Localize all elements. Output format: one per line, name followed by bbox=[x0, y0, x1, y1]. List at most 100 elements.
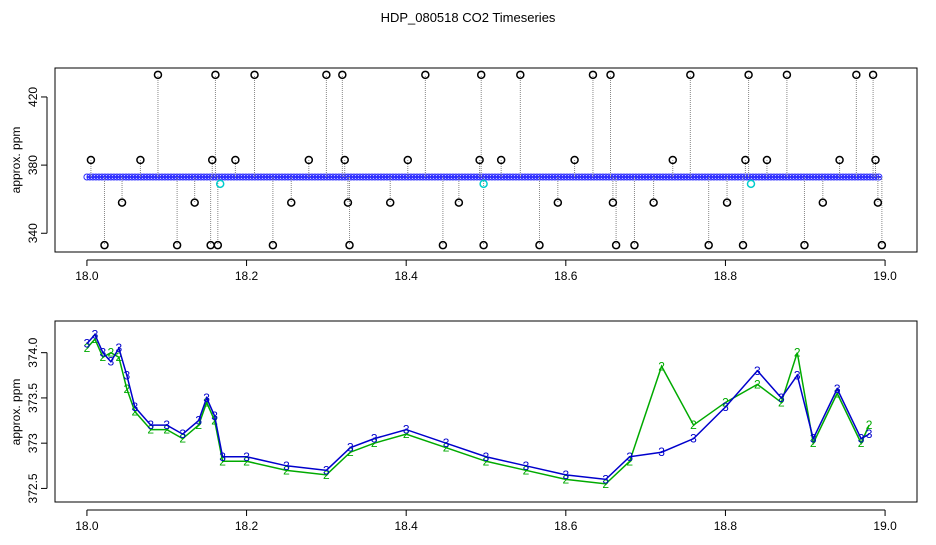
bottom-series-marker: 3 bbox=[84, 337, 91, 351]
top-outlier-point bbox=[516, 70, 525, 80]
top-outlier-point bbox=[86, 155, 96, 165]
top-outlier-point bbox=[475, 155, 484, 165]
bottom-series-marker: 3 bbox=[562, 468, 569, 482]
top-outlier-point bbox=[153, 70, 163, 80]
bottom-series-marker: 3 bbox=[347, 441, 354, 455]
top-outlier-point bbox=[403, 155, 413, 165]
bottom-y-tick-label: 374.0 bbox=[26, 337, 40, 367]
bottom-series-marker: 3 bbox=[483, 450, 490, 464]
top-outlier-point bbox=[479, 240, 488, 250]
bottom-series-marker: 3 bbox=[211, 409, 218, 423]
top-outlier-point bbox=[476, 70, 486, 80]
bottom-series-marker: 3 bbox=[147, 418, 154, 432]
bottom-series-marker: 2 bbox=[690, 418, 697, 432]
top-outlier-point bbox=[100, 240, 109, 250]
bottom-series-marker: 3 bbox=[371, 432, 378, 446]
top-outlier-point bbox=[877, 240, 887, 250]
bottom-series-marker: 2 bbox=[323, 468, 330, 482]
bottom-series-marker: 3 bbox=[722, 400, 729, 414]
top-outlier-point bbox=[190, 198, 199, 207]
top-x-tick-label: 18.6 bbox=[554, 269, 578, 283]
bottom-series-marker: 2 bbox=[147, 423, 154, 437]
bottom-series-marker: 2 bbox=[100, 350, 107, 364]
bottom-series-marker: 2 bbox=[116, 350, 123, 364]
bottom-series-marker: 2 bbox=[523, 463, 530, 477]
top-outlier-point bbox=[136, 155, 145, 165]
chart-title: HDP_080518 CO2 Timeseries bbox=[381, 10, 556, 25]
top-outlier-point bbox=[304, 155, 314, 165]
top-outlier-point bbox=[873, 198, 883, 207]
bottom-series-marker: 2 bbox=[179, 432, 186, 446]
bottom-series-marker: 2 bbox=[483, 454, 490, 468]
top-outlier-point bbox=[570, 155, 579, 165]
top-outlier-point bbox=[871, 155, 880, 165]
bottom-series-marker: 2 bbox=[403, 427, 410, 441]
top-outlier-point bbox=[686, 70, 695, 80]
bottom-series-marker: 3 bbox=[203, 391, 210, 405]
bottom-series-marker: 2 bbox=[108, 346, 115, 360]
top-outlier-point bbox=[852, 70, 861, 80]
top-y-tick-label: 420 bbox=[26, 87, 40, 107]
bottom-series-marker: 2 bbox=[443, 441, 450, 455]
bottom-series-marker: 2 bbox=[219, 454, 226, 468]
top-outlier-point bbox=[322, 70, 331, 80]
bottom-series-marker: 3 bbox=[92, 328, 99, 342]
top-outlier-point bbox=[385, 198, 395, 207]
bottom-series-line bbox=[86, 333, 870, 481]
bottom-series-marker: 3 bbox=[163, 418, 170, 432]
bottom-series-marker: 3 bbox=[754, 364, 761, 378]
top-outlier-point bbox=[668, 155, 678, 165]
bottom-series-marker: 3 bbox=[323, 463, 330, 477]
top-outlier-point bbox=[213, 240, 223, 250]
top-outlier-point bbox=[800, 240, 809, 250]
bottom-series-marker: 2 bbox=[858, 436, 865, 450]
bottom-series-marker: 2 bbox=[658, 359, 665, 373]
bottom-series-marker: 2 bbox=[195, 418, 202, 432]
bottom-y-tick-label: 372.5 bbox=[26, 473, 40, 503]
top-outlier-point bbox=[722, 198, 732, 207]
top-outlier-point bbox=[630, 240, 639, 250]
top-outlier-point bbox=[496, 155, 506, 165]
top-x-tick-label: 18.2 bbox=[235, 269, 259, 283]
bottom-series-marker: 3 bbox=[179, 427, 186, 441]
top-outlier-point bbox=[421, 70, 430, 80]
bottom-series-marker: 2 bbox=[84, 341, 91, 355]
top-outlier-point bbox=[835, 155, 844, 165]
top-outlier-point bbox=[211, 70, 220, 80]
bottom-series-marker: 2 bbox=[834, 386, 841, 400]
top-outlier-point bbox=[250, 70, 259, 80]
bottom-x-tick-label: 18.2 bbox=[235, 519, 259, 533]
top-outlier-point bbox=[438, 240, 448, 250]
bottom-series-marker: 2 bbox=[203, 395, 210, 409]
bottom-x-axis: 18.0 18.2 18.4 18.6 18.8 19.0 bbox=[75, 509, 897, 533]
bottom-x-tick-label: 18.4 bbox=[395, 519, 419, 533]
bottom-series-marker: 3 bbox=[443, 436, 450, 450]
top-outlier-point bbox=[818, 198, 828, 207]
top-outlier-point bbox=[608, 198, 618, 207]
top-outlier-point bbox=[172, 240, 182, 250]
bottom-series-marker: 2 bbox=[562, 472, 569, 486]
bottom-x-tick-label: 19.0 bbox=[873, 519, 897, 533]
bottom-series-marker: 2 bbox=[243, 454, 250, 468]
bottom-y-axis-label: approx. ppm bbox=[9, 379, 23, 446]
bottom-series-marker: 2 bbox=[602, 477, 609, 491]
bottom-series-marker: 3 bbox=[523, 459, 530, 473]
top-outlier-point bbox=[868, 70, 878, 80]
bottom-series-marker: 3 bbox=[108, 355, 115, 369]
top-x-tick-label: 18.8 bbox=[714, 269, 738, 283]
top-outlier-point bbox=[741, 155, 750, 165]
bottom-y-tick-label: 373 bbox=[26, 433, 40, 453]
top-x-tick-label: 18.0 bbox=[75, 269, 99, 283]
bottom-series-marker: 3 bbox=[690, 432, 697, 446]
bottom-series-marker: 3 bbox=[794, 368, 801, 382]
bottom-series-marker: 3 bbox=[243, 450, 250, 464]
bottom-series-marker: 3 bbox=[131, 400, 138, 414]
bottom-series-marker: 2 bbox=[131, 405, 138, 419]
top-outlier-point bbox=[340, 155, 349, 165]
top-outlier-point bbox=[649, 198, 658, 207]
bottom-x-tick-label: 18.8 bbox=[714, 519, 738, 533]
bottom-series-marker: 2 bbox=[347, 445, 354, 459]
